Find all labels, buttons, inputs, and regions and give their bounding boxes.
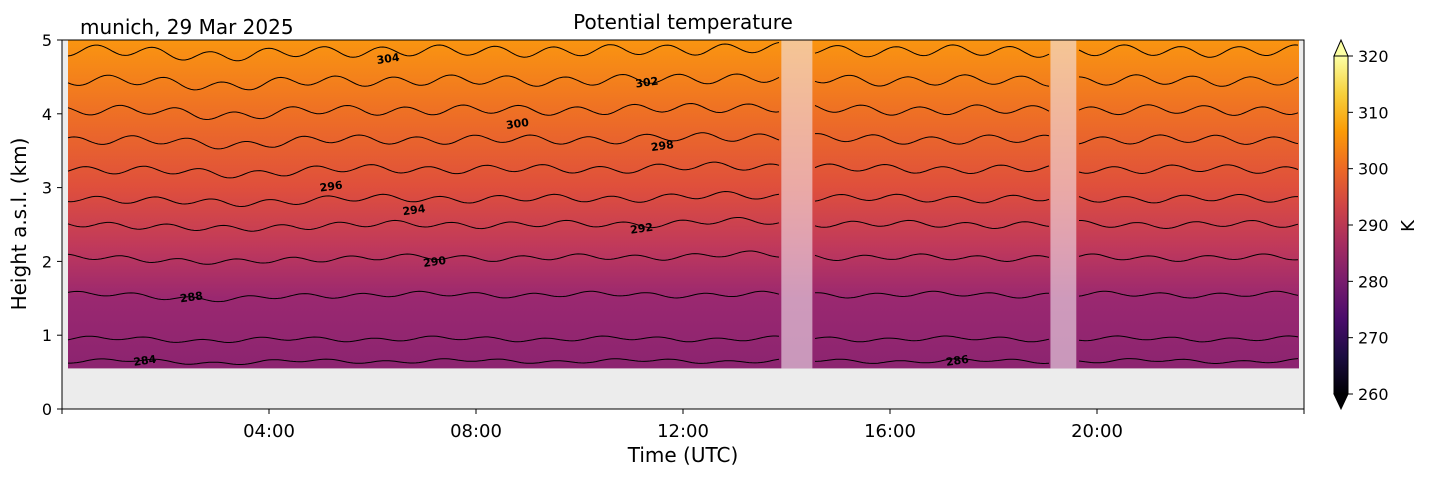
contour-labels: 284 286 288 290 292 294 296 298 300 302 304 [133,51,970,369]
colorbar-extend-min-triangle [1333,393,1349,411]
y-tick-label: 5 [42,31,52,50]
colorbar-tick-label: 290 [1358,216,1389,235]
contour-label-292: 292 [629,221,654,237]
contour-label-300: 300 [505,116,530,132]
colorbar-tick-label: 310 [1358,103,1389,122]
contour-line-304 [67,42,1299,62]
x-tick-label: 16:00 [864,421,916,442]
colorbar-tick-label: 300 [1358,160,1389,179]
contour-line-284 [68,358,1299,365]
x-tick-label: 08:00 [450,421,502,442]
contour-line-292 [67,217,1299,232]
contour-label-290: 290 [422,254,447,270]
contour-line-302 [67,73,1299,91]
contour-label-304: 304 [376,51,401,67]
x-tick-label: 20:00 [1071,421,1123,442]
y-axis-label: Height a.s.l. (km) [7,138,31,311]
contour-line-286 [67,335,1299,343]
colorbar-tick-label: 270 [1358,329,1389,348]
colorbar-gradient [1334,56,1348,394]
colorbar-extend-max-triangle [1333,38,1349,57]
station-date-label: munich, 29 Mar 2025 [80,15,294,39]
temperature-field [68,40,1299,369]
x-tick-label: 04:00 [243,421,295,442]
colorbar-tick-label: 280 [1358,272,1389,291]
y-tick-label: 1 [42,326,52,345]
contour-label-296: 296 [319,179,344,195]
contour-label-286: 286 [945,353,970,369]
chart-title: Potential temperature [573,10,793,34]
colorbar-ticks: 260 270 280 290 300 310 320 [1348,47,1389,404]
contour-line-300 [67,102,1299,121]
y-axis-ticks: 0 1 2 3 4 5 [42,31,62,419]
contour-line-288 [67,290,1299,303]
contour-line-298 [67,132,1299,150]
colorbar-tick-label: 320 [1358,47,1389,66]
contour-label-284: 284 [133,353,158,369]
x-axis-ticks: 04:00 08:00 12:00 16:00 20:00 [61,409,1305,442]
plot-area: 284 286 288 290 292 294 296 298 300 302 304 [62,40,1304,409]
contour-lines [67,42,1299,365]
x-axis-label: Time (UTC) [627,443,739,467]
contour-label-288: 288 [179,289,204,305]
contour-line-294 [67,190,1298,208]
colorbar-label: K [1398,219,1419,232]
contour-label-298: 298 [650,138,675,154]
y-tick-label: 3 [42,179,52,198]
data-gap-band [1050,40,1077,369]
y-tick-label: 2 [42,252,52,271]
colorbar-tick-label: 260 [1358,385,1389,404]
contour-label-294: 294 [402,202,427,218]
y-tick-label: 0 [42,400,52,419]
y-tick-label: 4 [42,105,52,124]
colorbar: 260 270 280 290 300 310 320 K [1333,38,1419,411]
x-tick-label: 12:00 [657,421,709,442]
data-gap-band [781,40,813,369]
contour-line-296 [67,161,1299,179]
contour-label-302: 302 [635,75,660,91]
contour-line-290 [67,250,1299,265]
data-gaps [781,40,1077,369]
